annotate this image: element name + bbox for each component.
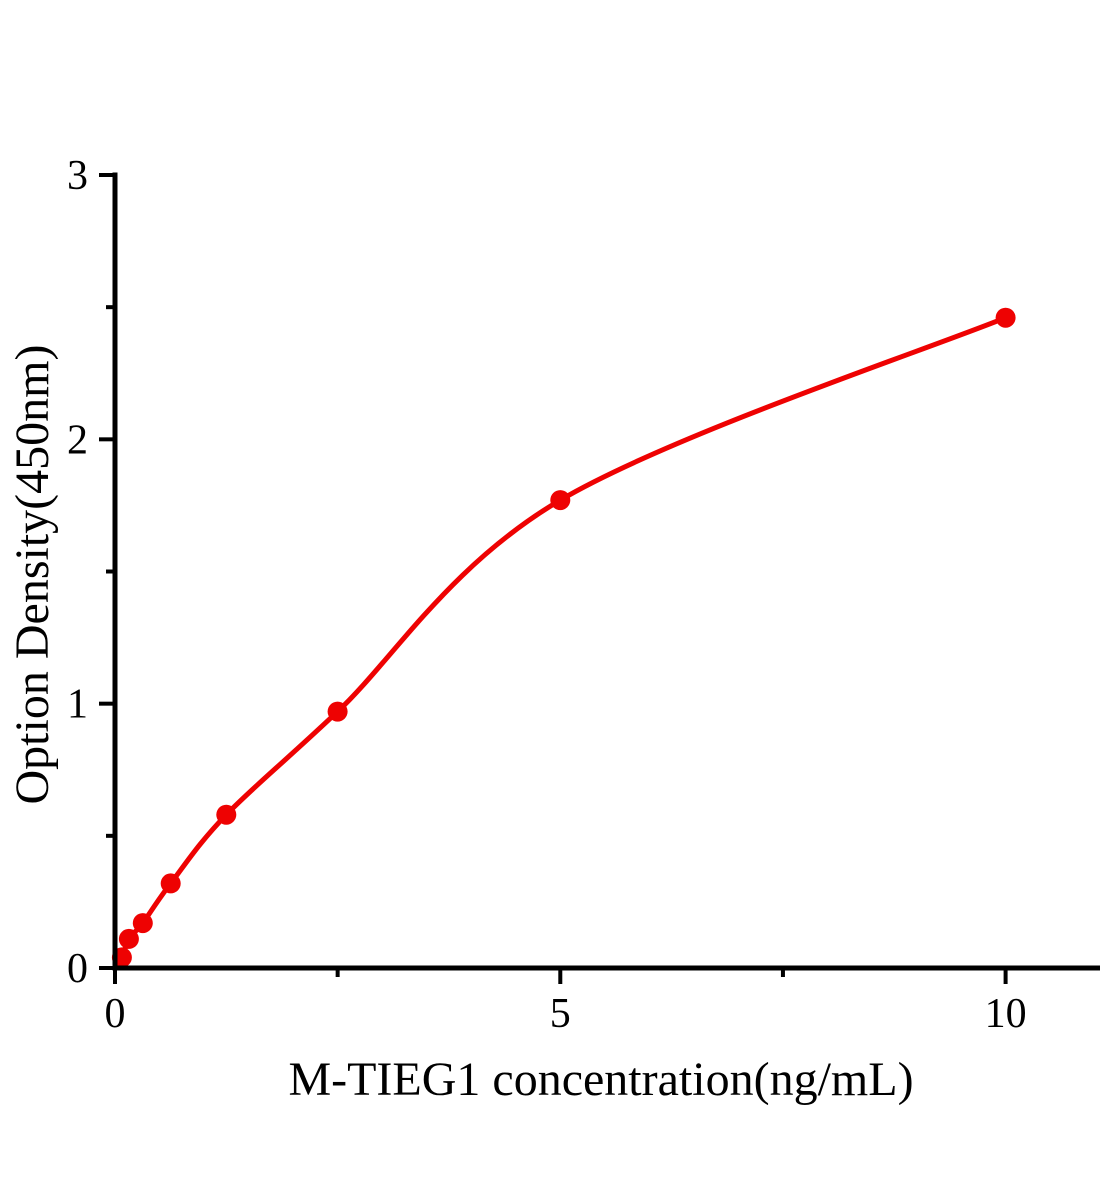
data-point <box>550 490 571 511</box>
y-tick-label: 3 <box>67 153 88 199</box>
data-point <box>327 701 348 722</box>
x-tick-label: 0 <box>105 991 126 1037</box>
axes-layer: 0 1 2 3 0 5 10 <box>67 153 1100 1037</box>
fit-curve <box>112 315 1009 971</box>
data-point <box>995 307 1016 328</box>
y-tick-label: 2 <box>67 417 88 463</box>
data-point <box>160 873 181 894</box>
series-layer <box>111 307 1016 971</box>
x-axis-title: M-TIEG1 concentration(ng/mL) <box>288 1053 913 1106</box>
data-point <box>216 804 237 825</box>
data-point <box>132 913 153 934</box>
data-point <box>118 928 139 949</box>
x-tick-label: 10 <box>985 991 1027 1037</box>
y-axis-title: Option Density(450nm) <box>6 345 59 805</box>
x-tick-label: 5 <box>550 991 571 1037</box>
y-tick-label: 0 <box>67 946 88 992</box>
y-tick-label: 1 <box>67 682 88 728</box>
